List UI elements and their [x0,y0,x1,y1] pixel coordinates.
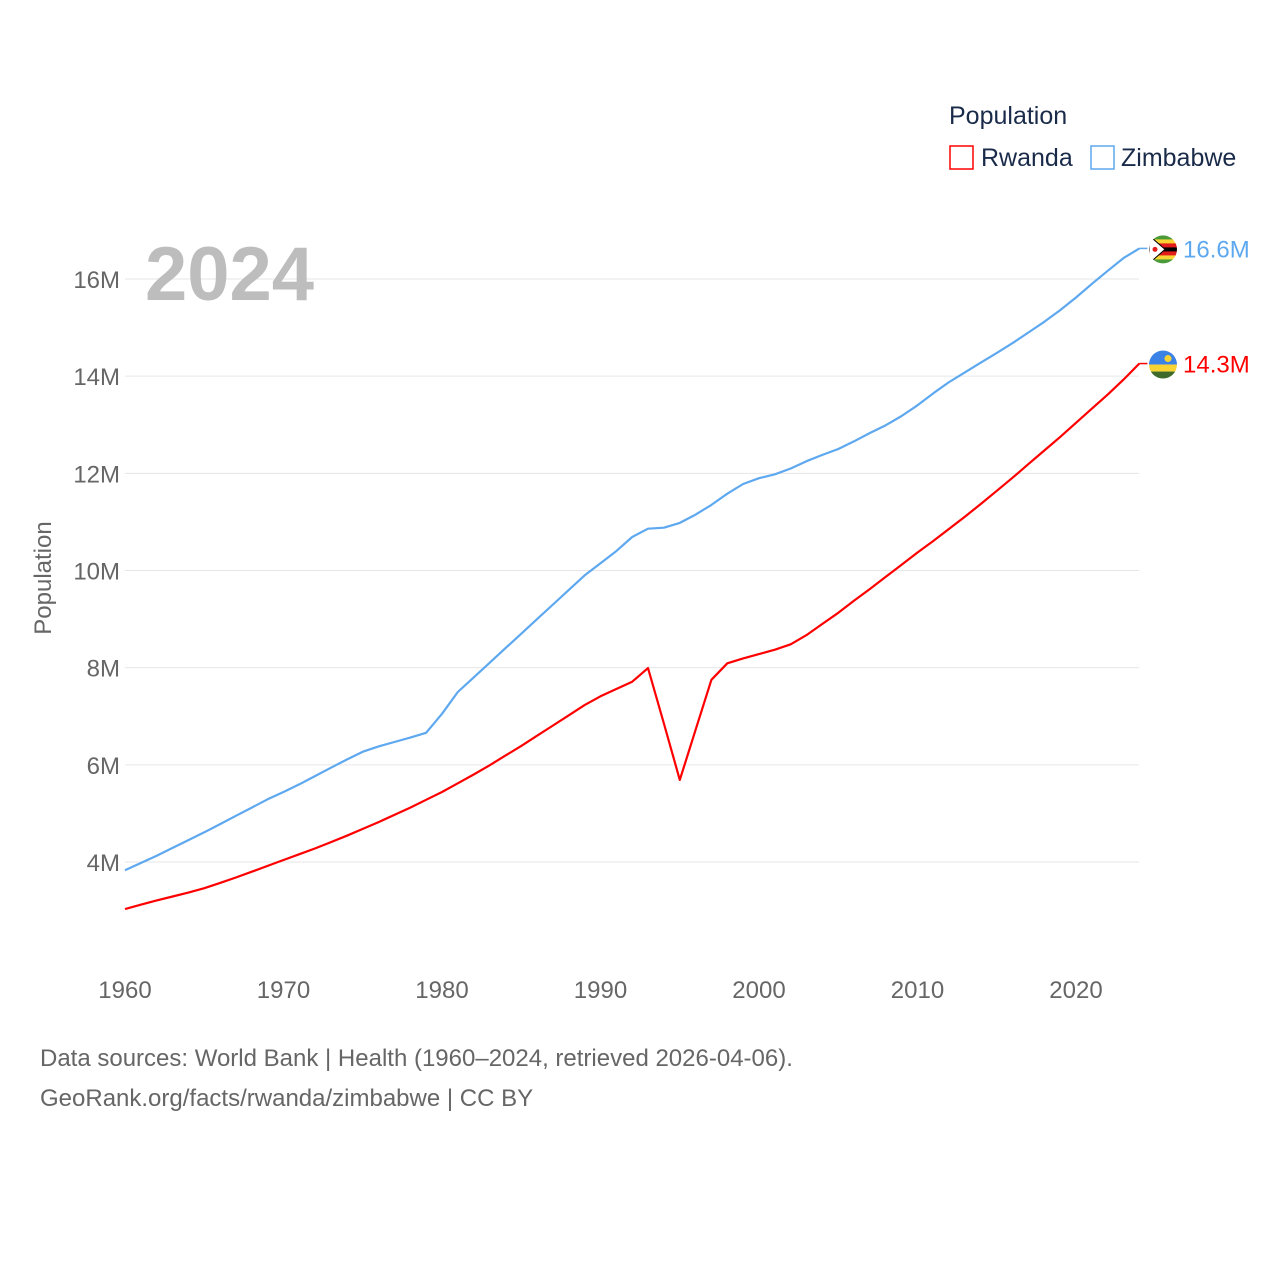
legend: Population Rwanda Zimbabwe [949,102,1236,172]
year-label: 2024 [145,232,314,317]
y-tick-label: 6M [87,753,120,780]
footer-sources: Data sources: World Bank | Health (1960–… [40,1045,793,1072]
x-tick-label: 1990 [574,977,627,1004]
legend-label-zimbabwe[interactable]: Zimbabwe [1121,144,1236,172]
x-tick-label: 1980 [415,977,468,1004]
x-tick-label: 2020 [1049,977,1102,1004]
y-tick-label: 16M [73,267,120,294]
y-tick-label: 10M [73,559,120,586]
legend-swatch-zimbabwe[interactable] [1090,145,1115,170]
series-line-zimbabwe[interactable] [124,247,1140,872]
y-tick-label: 12M [73,461,120,488]
legend-title: Population [949,102,1067,130]
rwanda-flag-icon [1149,350,1177,379]
x-tick-label: 1960 [98,977,151,1004]
x-tick-label: 1970 [257,977,310,1004]
x-tick-label: 2010 [891,977,944,1004]
legend-label-rwanda[interactable]: Rwanda [981,144,1073,172]
zimbabwe-flag-icon [1149,235,1177,264]
x-tick-label: 2000 [732,977,785,1004]
legend-swatch-rwanda[interactable] [949,145,974,170]
y-axis-label: Population [30,521,57,634]
y-tick-label: 4M [87,850,120,877]
y-tick-label: 8M [87,656,120,683]
end-value-label-zimbabwe: 16.6M [1183,236,1250,263]
series-line-rwanda[interactable] [124,362,1141,911]
y-tick-label: 14M [73,364,120,391]
footer-attribution[interactable]: GeoRank.org/facts/rwanda/zimbabwe | CC B… [40,1085,534,1112]
end-value-label-rwanda: 14.3M [1183,352,1250,379]
